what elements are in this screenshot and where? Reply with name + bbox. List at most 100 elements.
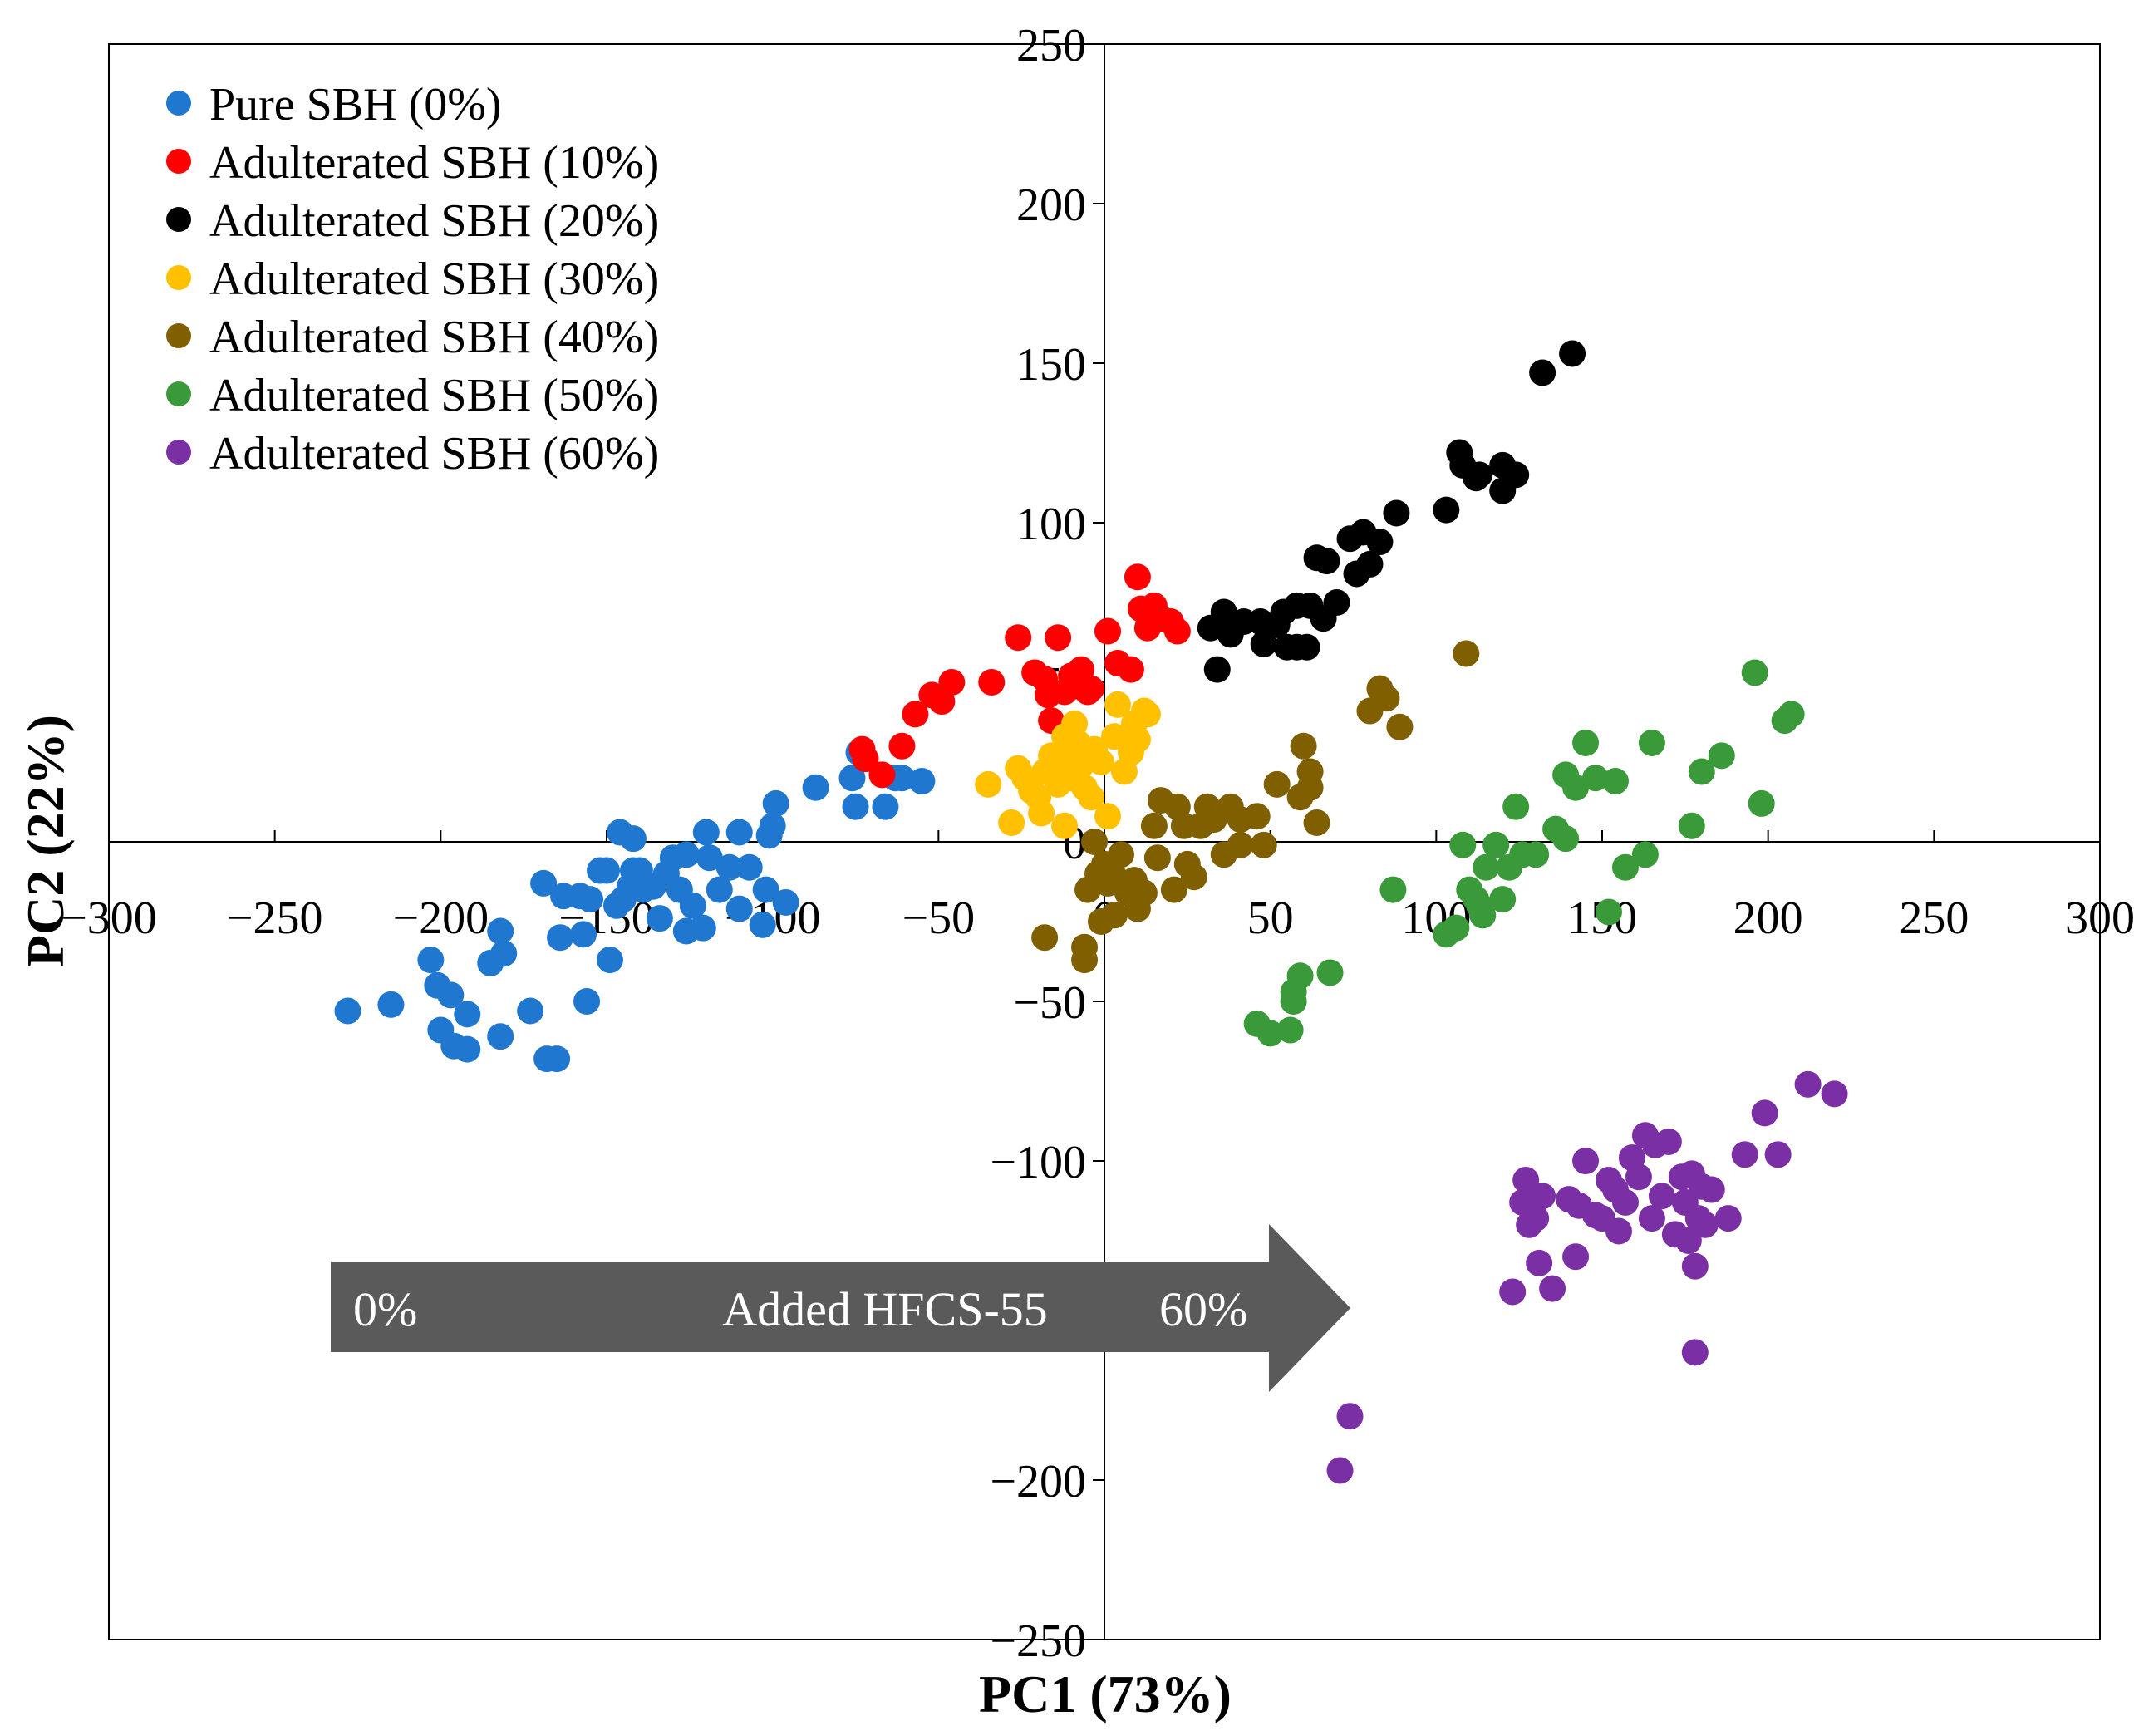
data-point: [725, 819, 753, 846]
data-point: [1681, 1252, 1709, 1280]
data-point: [573, 988, 601, 1015]
data-point: [772, 888, 799, 916]
arrow-middle-label: Added HFCS-55: [722, 1282, 1048, 1336]
data-point: [888, 765, 916, 792]
data-point: [1140, 812, 1168, 839]
data-point: [975, 770, 1002, 798]
data-point: [1562, 1243, 1590, 1271]
data-point: [1356, 550, 1384, 578]
data-point: [762, 789, 789, 817]
data-point: [692, 819, 720, 846]
data-point: [852, 745, 879, 773]
data-point: [1601, 768, 1629, 795]
data-point: [1678, 812, 1705, 839]
data-point: [1366, 529, 1394, 556]
data-point: [908, 768, 936, 795]
data-point: [749, 911, 776, 938]
data-point: [1469, 902, 1497, 929]
data-point: [1433, 496, 1460, 524]
data-point: [1443, 914, 1470, 942]
data-point: [902, 701, 929, 728]
x-tick-label: −50: [902, 893, 976, 944]
data-point: [1698, 1176, 1725, 1203]
legend-marker: [166, 149, 191, 174]
data-point: [1731, 1141, 1758, 1168]
data-point: [1373, 685, 1400, 712]
y-tick-label: 200: [1016, 180, 1086, 231]
data-point: [1180, 863, 1207, 891]
legend-label: Adulterated SBH (10%): [209, 137, 659, 189]
series-1: [848, 563, 1191, 789]
data-point: [1778, 701, 1805, 728]
data-point: [1045, 624, 1072, 652]
data-point: [1088, 749, 1115, 775]
data-point: [646, 905, 673, 932]
data-point: [1539, 1275, 1566, 1302]
data-point: [1276, 1016, 1304, 1044]
y-tick-label: −250: [990, 1616, 1086, 1667]
y-tick-label: −200: [990, 1456, 1086, 1507]
y-tick-label: 150: [1016, 339, 1086, 391]
data-point: [577, 886, 604, 913]
data-point: [1466, 461, 1493, 489]
data-point: [888, 732, 916, 760]
data-point: [487, 917, 514, 945]
data-point: [1078, 784, 1105, 811]
data-point: [672, 841, 700, 868]
data-point: [490, 940, 518, 967]
data-point: [1821, 1080, 1848, 1108]
data-point: [1582, 765, 1610, 792]
data-point: [1286, 962, 1314, 990]
data-point: [1691, 1211, 1719, 1238]
data-point: [706, 876, 733, 903]
data-point: [1104, 691, 1131, 718]
data-point: [1117, 656, 1144, 683]
legend: Pure SBH (0%) Adulterated SBH (10%) Adulte…: [166, 79, 659, 479]
data-point: [1263, 770, 1291, 798]
data-point: [1638, 1205, 1665, 1232]
data-point: [1751, 1099, 1778, 1127]
data-point: [1210, 598, 1237, 626]
data-point: [487, 1023, 514, 1050]
data-point: [1595, 898, 1622, 926]
data-point: [1100, 723, 1128, 750]
data-point: [547, 924, 574, 952]
data-point: [1502, 461, 1530, 489]
legend-marker: [166, 323, 191, 348]
data-point: [1094, 803, 1121, 830]
y-axis-title: PC2 (22%): [16, 715, 75, 967]
data-point: [1648, 1183, 1675, 1210]
data-point: [1107, 841, 1134, 868]
data-point: [1323, 589, 1350, 616]
data-point: [1256, 1020, 1284, 1047]
data-point: [1383, 499, 1410, 527]
data-point: [1133, 701, 1161, 728]
data-point: [1526, 1249, 1553, 1276]
data-point: [1296, 774, 1324, 801]
series-5: [1243, 659, 1805, 1047]
data-point: [672, 917, 700, 945]
arrow-shape: [331, 1224, 1350, 1392]
data-point: [334, 997, 361, 1025]
data-point: [1336, 1403, 1364, 1430]
x-tick-label: −250: [227, 893, 323, 944]
legend-label: Pure SBH (0%): [209, 79, 502, 130]
data-point: [1303, 809, 1330, 836]
data-point: [752, 876, 779, 903]
data-point: [1512, 1167, 1540, 1194]
data-point: [1714, 1205, 1742, 1232]
data-point: [1499, 1278, 1527, 1306]
legend-marker: [166, 440, 191, 465]
data-point: [1522, 841, 1550, 868]
legend-marker: [166, 381, 191, 406]
data-point: [1611, 1188, 1639, 1216]
data-point: [759, 812, 786, 839]
data-point: [1674, 1227, 1702, 1254]
data-point: [1638, 729, 1665, 756]
y-tick-label: 250: [1016, 20, 1086, 71]
data-point: [1313, 548, 1340, 575]
data-point: [1708, 742, 1735, 770]
data-point: [872, 793, 899, 820]
y-tick-label: 100: [1016, 499, 1086, 550]
data-point: [1379, 876, 1407, 903]
